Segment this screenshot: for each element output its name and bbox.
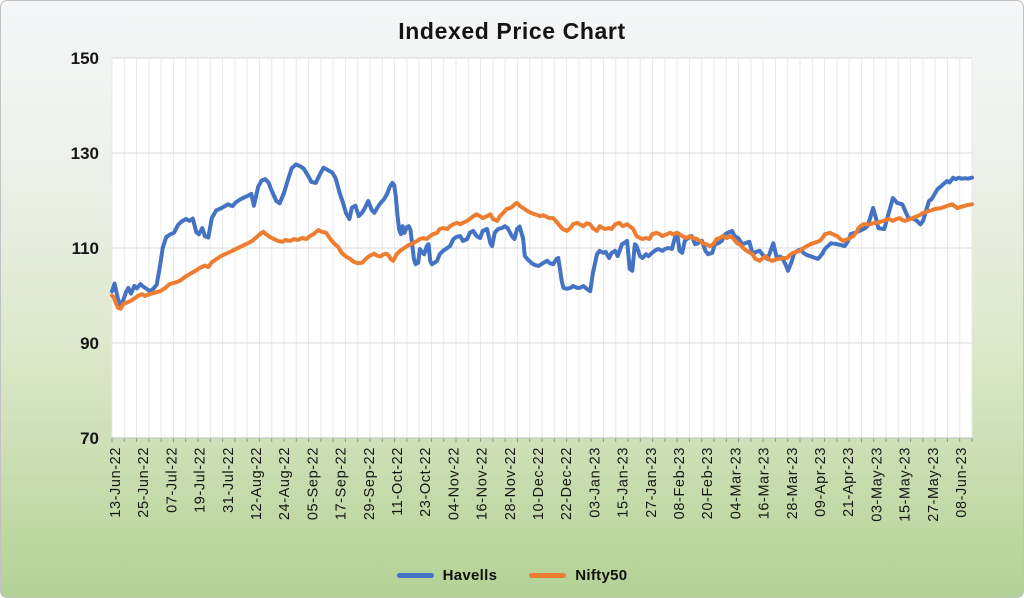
x-axis-label: 27-Jan-23	[644, 447, 660, 518]
y-axis-label: 70	[80, 429, 99, 448]
y-axis-label: 90	[80, 334, 99, 353]
x-axis-label: 27-May-23	[926, 447, 942, 522]
x-axis-label: 04-Nov-22	[446, 447, 462, 520]
x-axis-label: 05-Sep-22	[305, 447, 321, 520]
x-axis-label: 08-Jun-23	[954, 447, 970, 518]
x-axis-label: 15-Jan-23	[616, 447, 632, 518]
x-axis-label: 29-Sep-22	[362, 447, 378, 520]
series-line-nifty50	[110, 200, 974, 311]
x-axis-label: 15-May-23	[898, 447, 914, 522]
x-axis-label: 17-Sep-22	[334, 447, 350, 520]
x-axis-label: 20-Feb-23	[700, 447, 716, 519]
x-axis-label: 03-May-23	[869, 447, 885, 522]
x-axis-label: 08-Feb-23	[672, 447, 688, 519]
x-axis-label: 09-Apr-23	[813, 447, 829, 517]
y-axis-label: 130	[71, 144, 99, 163]
x-axis-label: 23-Oct-22	[418, 447, 434, 517]
legend-item-nifty50: Nifty50	[529, 567, 627, 584]
x-axis-label: 11-Oct-22	[390, 447, 406, 516]
x-axis-label: 16-Nov-22	[475, 447, 491, 520]
legend-label-havells: Havells	[442, 567, 498, 584]
legend: Havells Nifty50	[1, 567, 1023, 584]
x-axis-label: 28-Nov-22	[503, 447, 519, 520]
x-axis-label: 03-Jan-23	[587, 447, 603, 518]
x-axis-label: 24-Aug-22	[277, 447, 293, 520]
x-axis-label: 31-Jul-22	[221, 447, 237, 513]
y-axis-label: 150	[71, 49, 99, 68]
x-axis-label: 25-Jun-22	[136, 447, 152, 518]
chart-title: Indexed Price Chart	[398, 18, 626, 44]
x-axis-label: 22-Dec-22	[559, 447, 575, 520]
havells-line-swatch	[396, 573, 434, 578]
legend-label-nifty50: Nifty50	[575, 567, 628, 584]
y-axis-label: 110	[72, 239, 99, 258]
x-axis-label: 16-Mar-23	[757, 447, 773, 519]
x-axis-label: 04-Mar-23	[728, 447, 744, 519]
series-line-havells	[110, 162, 974, 308]
x-axis-label: 19-Jul-22	[193, 447, 209, 513]
nifty50-line-swatch	[529, 573, 567, 578]
x-axis-label: 28-Mar-23	[785, 447, 801, 519]
x-axis-label: 21-Apr-23	[841, 447, 857, 517]
x-axis-label: 12-Aug-22	[249, 447, 265, 520]
x-axis-label: 07-Jul-22	[164, 447, 180, 513]
x-axis-label: 13-Jun-22	[108, 447, 124, 518]
x-axis-label: 10-Dec-22	[531, 447, 547, 520]
legend-item-havells: Havells	[396, 567, 498, 584]
